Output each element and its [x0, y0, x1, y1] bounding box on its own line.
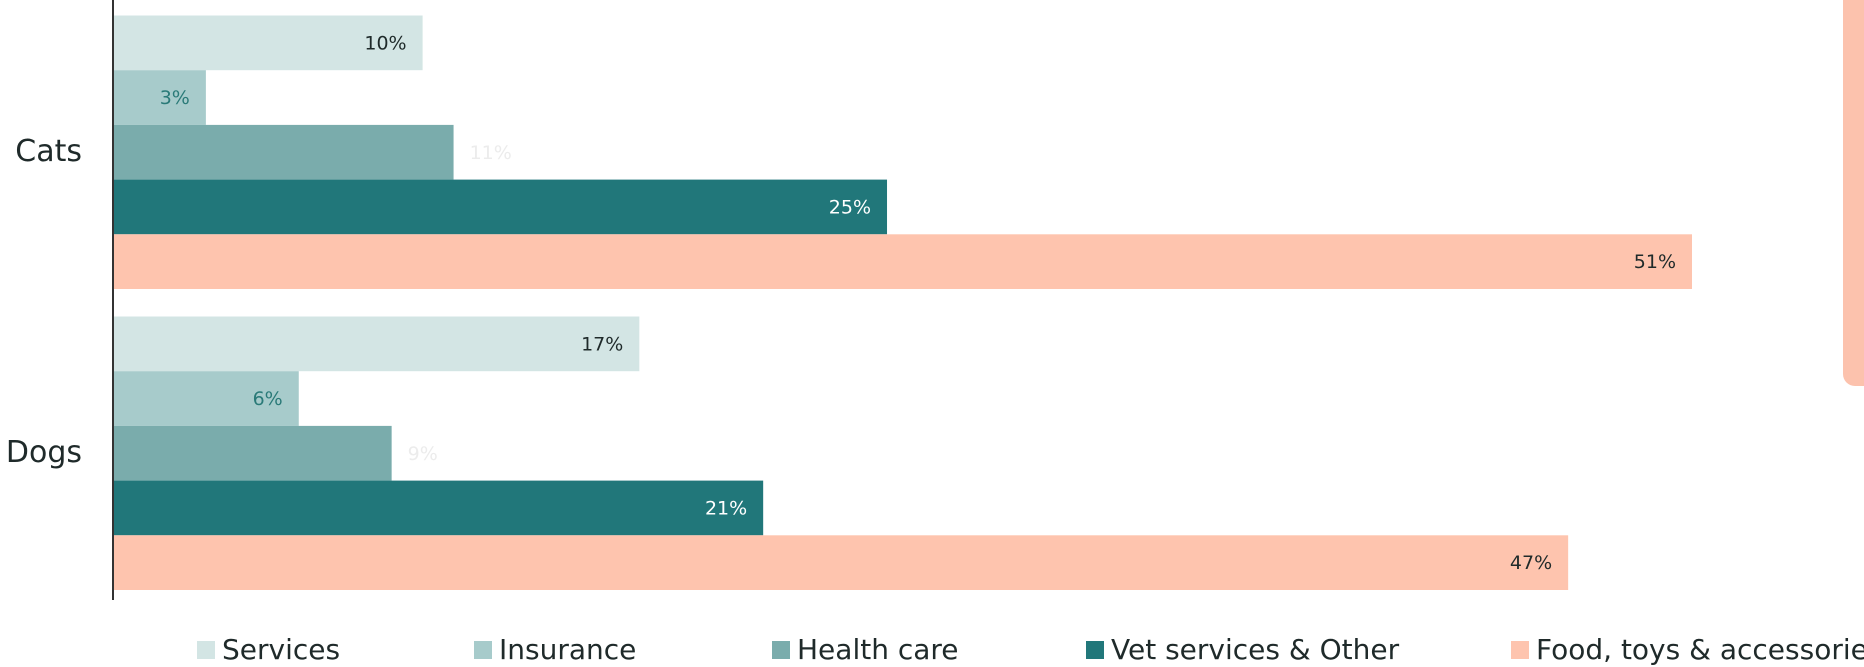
- value-label: 11%: [470, 142, 512, 164]
- side-panel: [1843, 0, 1864, 386]
- bar: [113, 179, 888, 235]
- legend-swatch: [772, 641, 790, 659]
- value-label: 25%: [829, 196, 871, 218]
- legend-label: Food, toys & accessories: [1536, 633, 1864, 666]
- value-label: 47%: [1510, 552, 1552, 574]
- bar: [113, 425, 392, 481]
- legend-label: Vet services & Other: [1111, 633, 1400, 666]
- value-label: 3%: [160, 87, 190, 109]
- bar: [113, 535, 1569, 590]
- bar: [113, 480, 764, 536]
- value-label: 10%: [364, 32, 406, 54]
- legend-swatch: [197, 641, 215, 659]
- category-label: Dogs: [6, 435, 82, 470]
- legend-swatch: [1086, 641, 1104, 659]
- bar: [113, 316, 640, 372]
- value-label: 9%: [408, 443, 438, 465]
- bar: [113, 234, 1692, 289]
- value-label: 51%: [1634, 251, 1676, 273]
- bar: [113, 70, 206, 125]
- value-label: 17%: [581, 333, 623, 355]
- value-label: 21%: [705, 497, 747, 519]
- legend-label: Insurance: [499, 633, 636, 666]
- bar: [113, 124, 454, 180]
- legend-swatch: [1511, 641, 1529, 659]
- value-label: 6%: [253, 388, 283, 410]
- legend-label: Health care: [797, 633, 959, 666]
- bar: [113, 371, 299, 426]
- legend-swatch: [474, 641, 492, 659]
- legend-label: Services: [222, 633, 340, 666]
- bar: [113, 15, 423, 71]
- category-label: Cats: [15, 134, 82, 169]
